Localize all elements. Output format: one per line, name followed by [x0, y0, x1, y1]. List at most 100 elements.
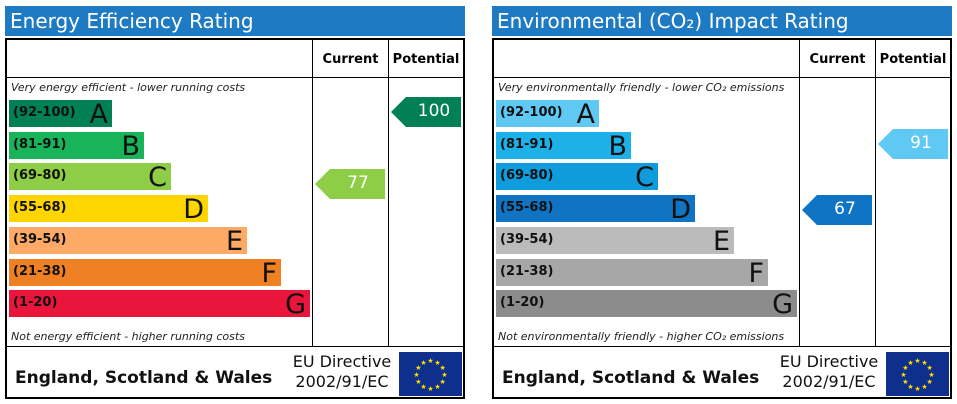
eu-flag-icon: ★ ★ ★ ★ ★ ★ ★ ★ ★ ★ ★ ★: [886, 352, 949, 396]
band-range-label: (69-80): [13, 168, 67, 184]
band-letter: D: [670, 194, 691, 226]
band-g: (1-20) G: [9, 289, 310, 321]
band-c: (69-80) C: [9, 162, 171, 194]
potential-rating-arrow-shape: [878, 128, 948, 159]
directive-line1: EU Directive: [779, 352, 879, 371]
band-letter: A: [576, 99, 595, 130]
band-range-label: (92-100): [13, 105, 76, 120]
energy-efficiency-panel: Energy Efficiency Rating Current Potenti…: [5, 6, 465, 399]
band-letter: E: [225, 225, 243, 257]
band-a: (92-100) A: [496, 99, 599, 130]
eu-star-icon: ★: [914, 357, 920, 365]
band-letter: B: [608, 130, 627, 162]
band-f: (21-38) F: [496, 257, 768, 289]
band-range-label: (55-68): [13, 200, 67, 216]
current-rating-arrow-shape: [802, 194, 872, 225]
current-rating-arrow-shape: [315, 169, 385, 200]
bottom-note: Not energy efficient - higher running co…: [11, 330, 245, 343]
band-range-label: (39-54): [500, 231, 554, 247]
current-rating-arrow-value: 77: [347, 173, 369, 194]
band-f: (21-38) F: [9, 257, 281, 289]
eu-star-icon: ★: [921, 359, 927, 367]
region-label: England, Scotland & Wales: [502, 368, 760, 388]
potential-rating-arrow-value: 100: [417, 101, 451, 121]
eu-star-icon: ★: [413, 371, 419, 379]
band-letter: F: [261, 257, 277, 289]
directive-line2: 2002/91/EC: [295, 372, 389, 391]
band-range-label: (81-91): [500, 136, 554, 152]
directive-line2: 2002/91/EC: [782, 372, 876, 391]
rating-frame: Current Potential Very environmentally f…: [492, 38, 952, 399]
band-e: (39-54) E: [9, 225, 247, 257]
eu-star-icon: ★: [907, 359, 913, 367]
potential-rating-arrow: 100: [391, 97, 461, 127]
band-letter: G: [772, 289, 793, 321]
band-letter: A: [89, 99, 108, 130]
eu-star-icon: ★: [441, 371, 447, 379]
band-range-label: (69-80): [500, 168, 554, 184]
band-d: (55-68) D: [496, 194, 695, 226]
eu-star-icon: ★: [926, 364, 932, 372]
directive-line1: EU Directive: [292, 352, 392, 371]
panel-title: Energy Efficiency Rating: [5, 6, 465, 36]
top-note: Very energy efficient - lower running co…: [11, 81, 246, 94]
eu-star-icon: ★: [415, 378, 421, 386]
potential-column-header: Potential: [392, 52, 460, 67]
current-rating-arrow: 77: [315, 169, 385, 200]
band-letter: G: [285, 289, 306, 321]
band-range-label: (81-91): [13, 136, 67, 152]
band-b: (81-91) B: [496, 130, 631, 162]
eu-flag-icon: ★ ★ ★ ★ ★ ★ ★ ★ ★ ★ ★ ★: [399, 352, 462, 396]
potential-rating-arrow: 91: [878, 128, 948, 159]
band-g: (1-20) G: [496, 289, 797, 321]
eu-star-icon: ★: [902, 364, 908, 372]
band-range-label: (1-20): [500, 295, 545, 311]
band-letter: D: [183, 194, 204, 226]
current-column-header: Current: [322, 52, 379, 67]
current-rating-arrow-value: 67: [834, 198, 856, 219]
band-e: (39-54) E: [496, 225, 734, 257]
environmental-impact-panel: Environmental (CO₂) Impact Rating Curren…: [492, 6, 952, 399]
potential-column-header: Potential: [879, 52, 947, 67]
band-letter: C: [148, 162, 167, 194]
rating-frame: Current Potential Very energy efficient …: [5, 38, 465, 399]
band-range-label: (21-38): [13, 263, 67, 279]
eu-star-icon: ★: [439, 378, 445, 386]
eu-directive: EU Directive 2002/91/EC: [282, 352, 402, 392]
eu-directive: EU Directive 2002/91/EC: [769, 352, 889, 392]
eu-star-icon: ★: [926, 378, 932, 386]
eu-star-icon: ★: [434, 383, 440, 391]
current-rating-arrow: 67: [802, 194, 872, 225]
eu-star-icon: ★: [900, 371, 906, 379]
band-letter: E: [712, 225, 730, 257]
eu-star-icon: ★: [427, 357, 433, 365]
eu-star-icon: ★: [914, 385, 920, 393]
eu-star-icon: ★: [434, 359, 440, 367]
band-b: (81-91) B: [9, 130, 144, 162]
band-range-label: (92-100): [500, 105, 563, 120]
band-d: (55-68) D: [9, 194, 208, 226]
eu-star-icon: ★: [907, 383, 913, 391]
eu-star-icon: ★: [928, 371, 934, 379]
potential-rating-arrow-shape: [391, 97, 461, 127]
eu-star-icon: ★: [420, 359, 426, 367]
band-range-label: (21-38): [500, 263, 554, 279]
band-range-label: (55-68): [500, 200, 554, 216]
eu-star-icon: ★: [902, 378, 908, 386]
top-note: Very environmentally friendly - lower CO…: [498, 81, 785, 94]
eu-star-icon: ★: [420, 383, 426, 391]
eu-star-icon: ★: [921, 383, 927, 391]
potential-rating-arrow-value: 91: [910, 132, 932, 153]
eu-star-icon: ★: [439, 364, 445, 372]
region-label: England, Scotland & Wales: [15, 368, 273, 388]
band-c: (69-80) C: [496, 162, 658, 194]
band-letter: F: [748, 257, 764, 289]
eu-star-icon: ★: [415, 364, 421, 372]
band-letter: B: [121, 130, 140, 162]
band-a: (92-100) A: [9, 99, 112, 130]
panel-title: Environmental (CO₂) Impact Rating: [492, 6, 952, 36]
eu-star-icon: ★: [427, 385, 433, 393]
band-letter: C: [635, 162, 654, 194]
bottom-note: Not environmentally friendly - higher CO…: [498, 330, 785, 343]
current-column-header: Current: [809, 52, 866, 67]
